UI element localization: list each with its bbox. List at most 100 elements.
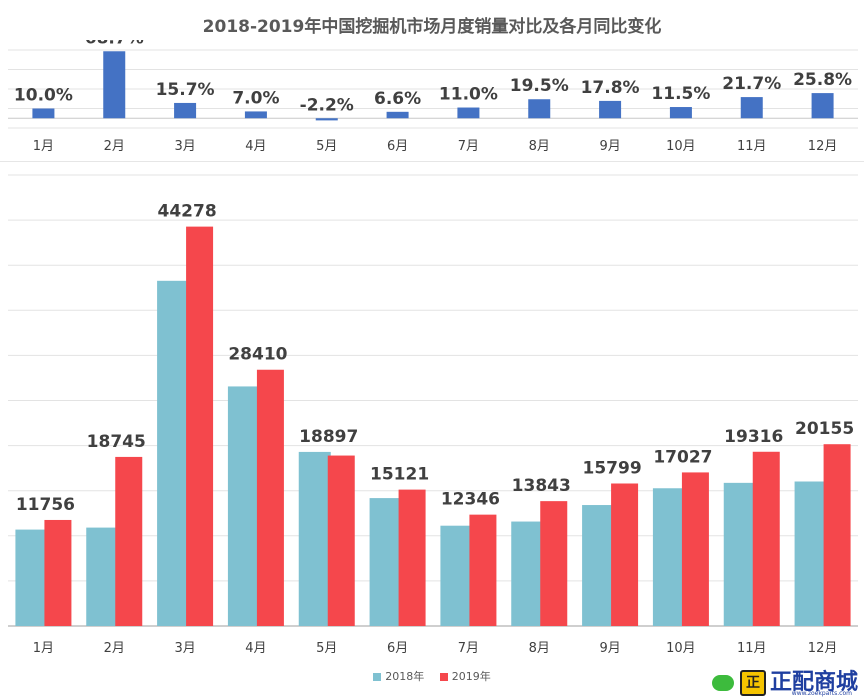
yoy-value-label: 10.0% — [14, 86, 73, 106]
top-x-tick-label: 4月 — [245, 139, 266, 154]
top-gridlines — [8, 49, 858, 129]
yoy-value-label: 7.0% — [232, 88, 279, 108]
yoy-value-label: 6.6% — [374, 89, 421, 109]
bottom-x-tick-label: 2月 — [104, 641, 125, 656]
yoy-value-label: 19.5% — [510, 76, 569, 96]
bottom-x-tick-label: 8月 — [529, 641, 550, 656]
sales-value-label: 19316 — [724, 427, 783, 447]
bar-2019 — [752, 451, 780, 626]
bar-2018 — [227, 386, 260, 626]
bottom-x-tick-label: 9月 — [599, 641, 620, 656]
yoy-value-label: 25.8% — [793, 70, 852, 90]
legend-swatch-2018 — [373, 673, 382, 681]
top-x-tick-label: 10月 — [666, 139, 696, 154]
yoy-value-label: 68.7% — [85, 40, 144, 48]
bar-2018 — [86, 527, 119, 626]
yoy-bar — [740, 97, 763, 119]
yoy-bar — [811, 93, 834, 119]
bar-2019 — [540, 501, 568, 626]
yoy-value-label: 21.7% — [722, 74, 781, 94]
bar-2018 — [298, 451, 331, 626]
bar-2019 — [327, 455, 355, 626]
sales-value-label: 18745 — [87, 432, 146, 452]
yoy-bar — [528, 99, 551, 119]
brand-logo: 正 — [739, 670, 766, 696]
sales-value-label: 20155 — [795, 419, 854, 439]
yoy-value-label: 11.5% — [651, 84, 710, 104]
top-x-tick-label: 6月 — [387, 139, 408, 154]
bar-2018 — [582, 505, 615, 626]
bar-2018 — [511, 521, 544, 626]
bottom-x-tick-label: 1月 — [33, 641, 54, 656]
bar-2019 — [186, 226, 214, 627]
sales-value-label: 44278 — [158, 202, 217, 222]
bottom-x-tick-label: 10月 — [666, 641, 696, 656]
bar-2018 — [794, 481, 827, 626]
bar-2018 — [723, 482, 756, 626]
yoy-value-label: 17.8% — [581, 78, 640, 98]
yoy-growth-chart: 10.0% 1月 68.7% 2月 15.7% 3月 7.0% 4月 -2.2% 5月 6.6% 6月… — [8, 40, 858, 154]
sales-value-label: 13843 — [512, 476, 571, 496]
top-x-tick-label: 2月 — [104, 139, 125, 154]
bar-2018 — [369, 498, 402, 626]
sales-value-label: 11756 — [16, 495, 75, 515]
bottom-x-tick-label: 12月 — [808, 641, 838, 656]
yoy-bar — [315, 118, 338, 121]
watermark: 正正配商城 www.zoekparts.com — [711, 664, 858, 697]
top-x-tick-label: 9月 — [599, 139, 620, 154]
legend-item-2019: 2019年 — [439, 670, 491, 683]
bar-2018 — [440, 525, 473, 626]
bar-2019 — [681, 472, 709, 626]
bar-2019 — [611, 483, 639, 626]
bar-2018 — [157, 280, 190, 626]
top-x-tick-label: 7月 — [458, 139, 479, 154]
bar-2018 — [652, 488, 685, 626]
sales-value-label: 15121 — [370, 465, 429, 485]
top-x-tick-label: 11月 — [737, 139, 767, 154]
bottom-x-tick-label: 7月 — [458, 641, 479, 656]
top-x-tick-label: 8月 — [529, 139, 550, 154]
top-x-tick-label: 3月 — [174, 139, 195, 154]
legend: 2018年 2019年 — [0, 668, 864, 684]
wechat-icon — [711, 675, 734, 691]
bar-2019 — [823, 444, 851, 626]
bottom-x-tick-label: 4月 — [245, 641, 266, 656]
yoy-bar — [32, 108, 55, 119]
yoy-bar — [244, 111, 267, 119]
bar-2019 — [469, 514, 497, 626]
bar-2019 — [398, 489, 426, 626]
bar-2019 — [256, 369, 284, 626]
monthly-sales-chart: 11756 1月 18745 2月 44278 3月 28410 4月 18897 5月 15121… — [8, 174, 858, 656]
bottom-gridlines — [8, 174, 858, 627]
yoy-value-label: 11.0% — [439, 85, 498, 105]
legend-label-2018: 2018年 — [385, 670, 425, 683]
yoy-value-label: 15.7% — [156, 80, 215, 100]
top-x-tick-label: 5月 — [316, 139, 337, 154]
sales-value-label: 18897 — [299, 427, 358, 447]
top-x-tick-label: 12月 — [808, 139, 838, 154]
yoy-bar — [457, 107, 480, 119]
chart-title: 2018-2019年中国挖掘机市场月度销量对比及各月同比变化 — [202, 17, 662, 37]
bar-2019 — [115, 456, 143, 626]
yoy-bar — [174, 102, 197, 119]
bottom-x-tick-label: 3月 — [174, 641, 195, 656]
sales-value-label: 17027 — [653, 447, 712, 467]
sales-value-label: 28410 — [228, 345, 287, 365]
bottom-x-tick-label: 11月 — [737, 641, 767, 656]
bar-2019 — [44, 519, 72, 626]
sales-value-label: 12346 — [441, 490, 500, 510]
chart-separator — [0, 161, 864, 162]
brand-name: 正配商城 — [769, 670, 858, 695]
yoy-bar — [386, 111, 409, 119]
yoy-bar — [669, 107, 692, 119]
bottom-x-tick-label: 5月 — [316, 641, 337, 656]
legend-swatch-2019 — [439, 673, 448, 681]
legend-item-2018: 2018年 — [373, 670, 424, 683]
yoy-value-label: -2.2% — [300, 95, 354, 115]
sales-value-label: 15799 — [583, 458, 642, 478]
yoy-bar — [103, 51, 126, 119]
bottom-x-tick-label: 6月 — [387, 641, 408, 656]
top-x-tick-label: 1月 — [33, 139, 54, 154]
bar-2018 — [15, 529, 48, 626]
legend-label-2019: 2019年 — [451, 670, 491, 683]
